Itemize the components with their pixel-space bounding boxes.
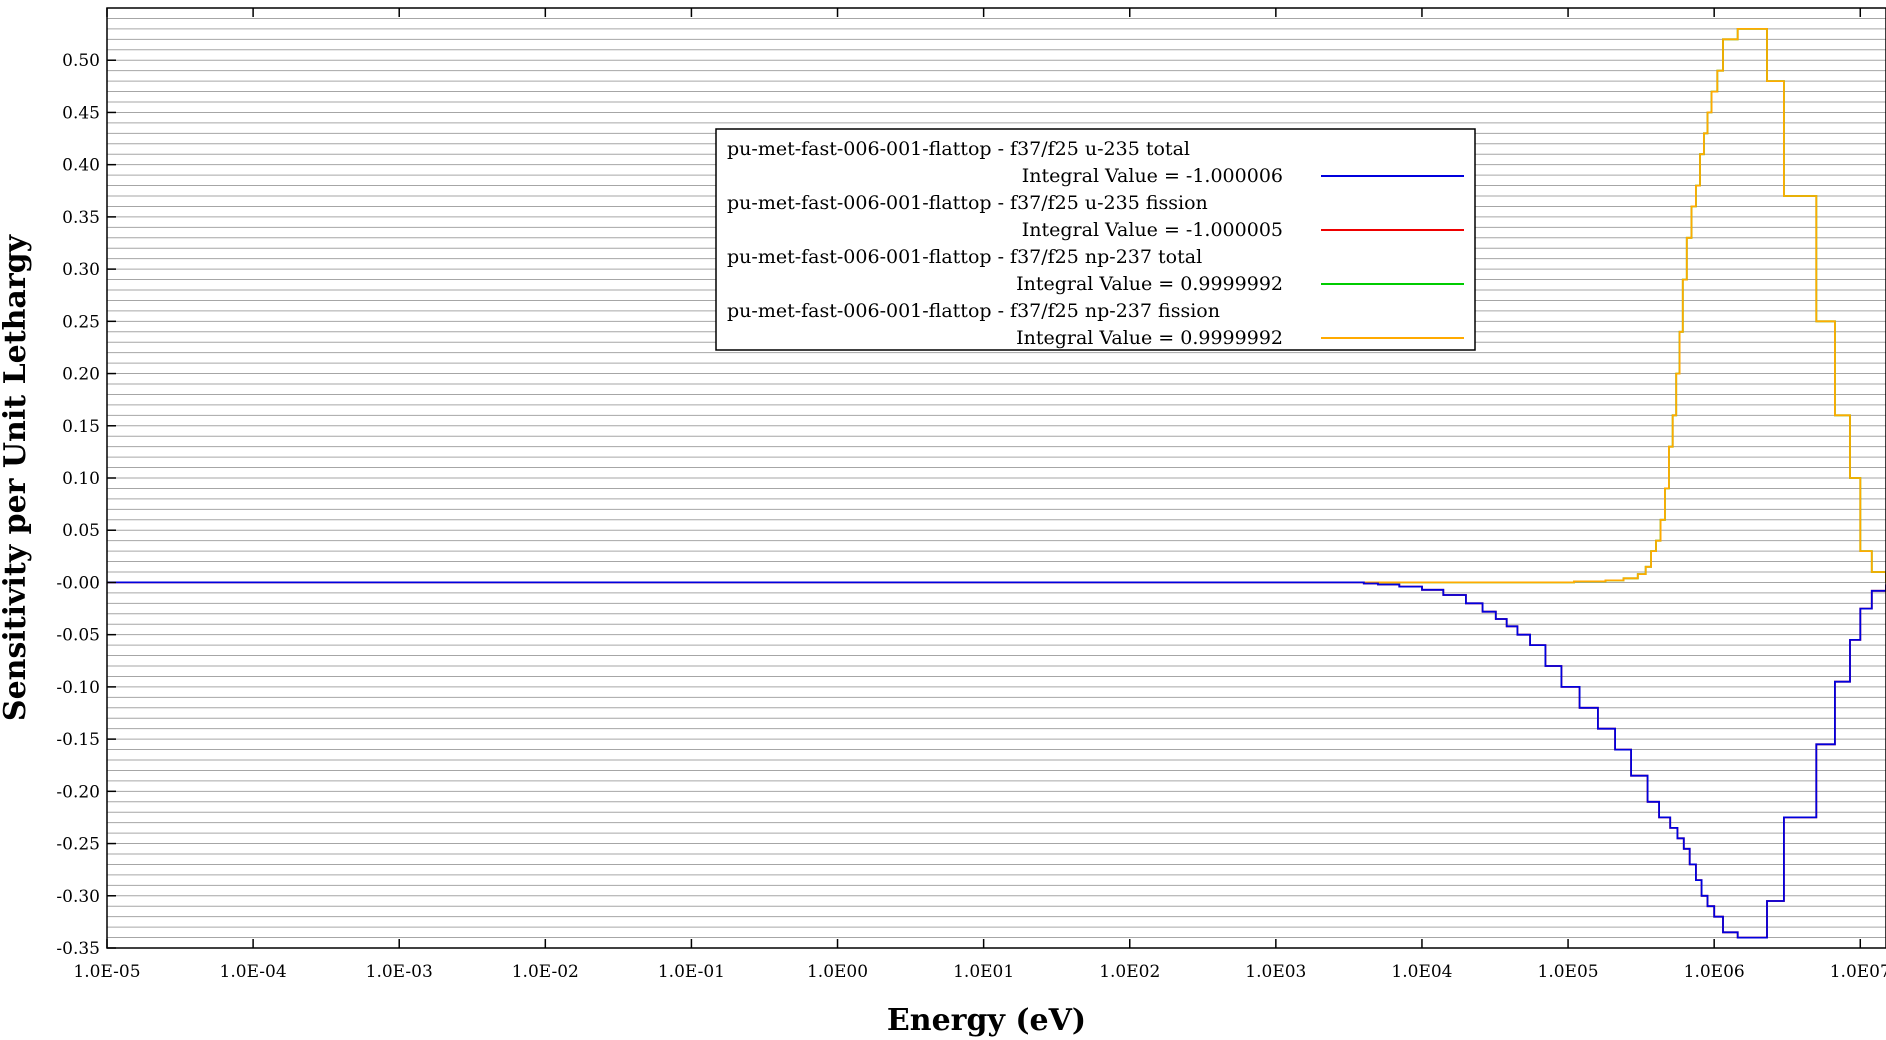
y-tick-label: 0.45	[62, 103, 100, 123]
legend-integral: Integral Value = 0.9999992	[1016, 273, 1283, 295]
y-tick-label: 0.30	[62, 260, 100, 280]
y-tick-label: 0.15	[62, 417, 100, 437]
x-tick-label: 1.0E06	[1684, 962, 1745, 982]
y-tick-label: -0.05	[56, 626, 100, 646]
y-tick-label: 0.40	[62, 156, 100, 176]
y-tick-label: 0.05	[62, 521, 100, 541]
series-lines	[107, 28, 1886, 939]
y-tick-label: -0.20	[56, 782, 100, 802]
y-axis-title: Sensitivity per Unit Lethargy	[0, 233, 33, 721]
x-tick-label: 1.0E05	[1538, 962, 1599, 982]
x-tick-label: 1.0E03	[1245, 962, 1306, 982]
legend-label: pu-met-fast-006-001-flattop - f37/f25 u-…	[727, 192, 1208, 214]
legend-label: pu-met-fast-006-001-flattop - f37/f25 np…	[727, 300, 1220, 322]
y-tick-label: -0.10	[56, 678, 100, 698]
y-tick-label: 0.20	[62, 365, 100, 385]
x-tick-label: 1.0E01	[953, 962, 1014, 982]
legend-integral: Integral Value = 0.9999992	[1016, 327, 1283, 349]
x-tick-label: 1.0E-03	[366, 962, 433, 982]
x-tick-label: 1.0E-05	[73, 962, 140, 982]
legend-label: pu-met-fast-006-001-flattop - f37/f25 np…	[727, 246, 1202, 268]
x-tick-label: 1.0E-02	[512, 962, 579, 982]
x-tick-label: 1.0E04	[1391, 962, 1452, 982]
legend: pu-met-fast-006-001-flattop - f37/f25 u-…	[715, 128, 1476, 351]
y-tick-label: 0.25	[62, 312, 100, 332]
y-tick-label: 0.35	[62, 208, 100, 228]
legend-integral: Integral Value = -1.000005	[1022, 219, 1283, 241]
y-tick-label: 0.50	[62, 51, 100, 71]
y-tick-label: -0.15	[56, 730, 100, 750]
x-tick-label: 1.0E-04	[220, 962, 287, 982]
y-tick-label: -0.00	[56, 573, 100, 593]
x-tick-label: 1.0E-01	[658, 962, 725, 982]
x-tick-label: 1.0E00	[807, 962, 868, 982]
axis-ticks: 1.0E-05 1.0E-04 1.0E-03 1.0E-02 1.0E-01 1.0E0…	[56, 8, 1886, 982]
x-axis-title: Energy (eV)	[887, 1003, 1086, 1038]
y-tick-label: 0.10	[62, 469, 100, 489]
legend-box	[715, 128, 1476, 351]
legend-label: pu-met-fast-006-001-flattop - f37/f25 u-…	[727, 138, 1190, 160]
x-tick-label: 1.0E07	[1830, 962, 1886, 982]
series-line	[107, 581, 1886, 939]
y-tick-label: -0.25	[56, 835, 100, 855]
y-tick-label: -0.35	[56, 939, 100, 959]
series-line	[1363, 28, 1886, 584]
legend-integral: Integral Value = -1.000006	[1022, 165, 1283, 187]
y-tick-label: -0.30	[56, 887, 100, 907]
x-tick-label: 1.0E02	[1099, 962, 1160, 982]
